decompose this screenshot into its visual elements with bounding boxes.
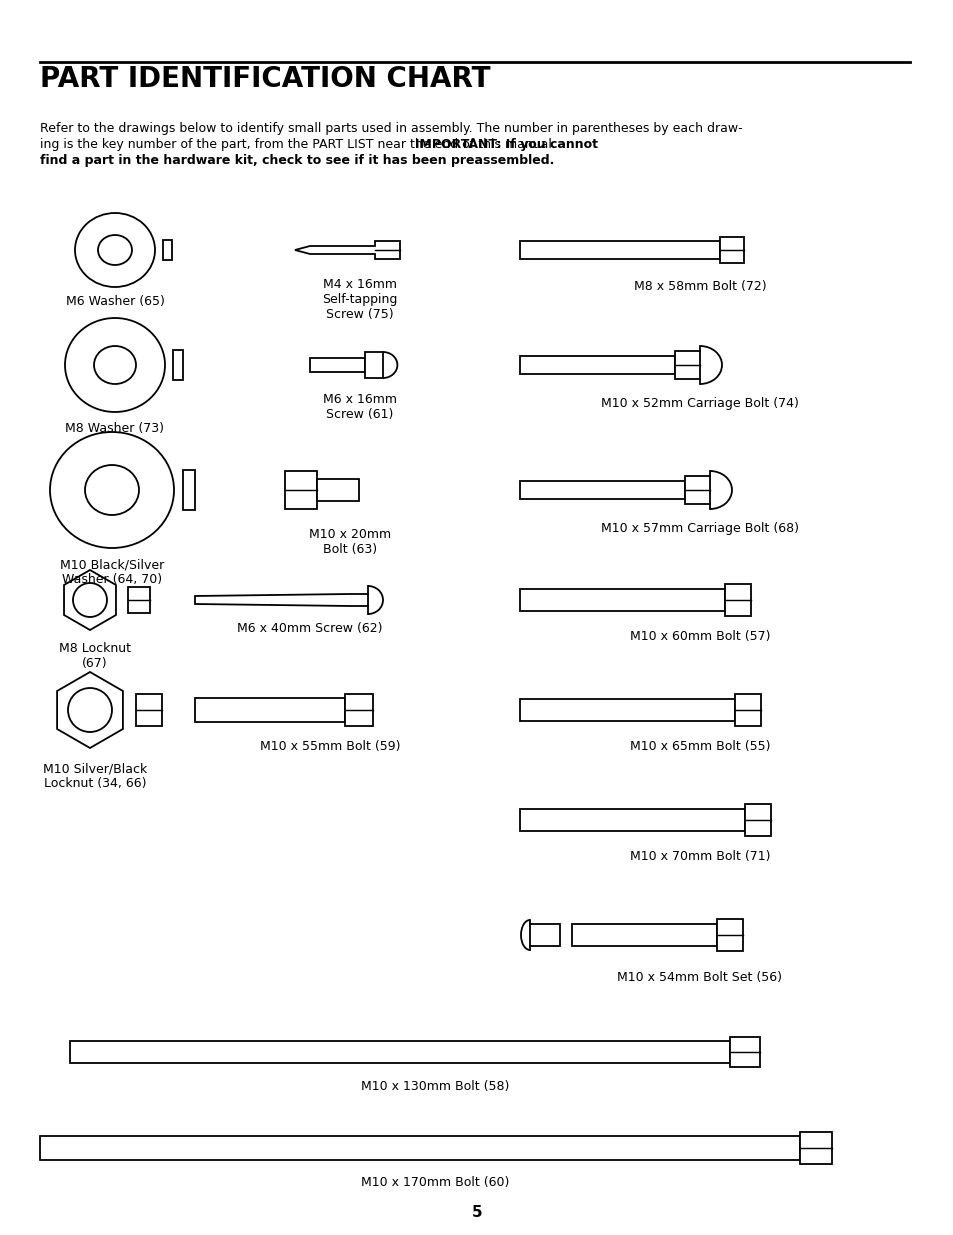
Bar: [744, 804, 770, 836]
Bar: [519, 699, 734, 721]
Text: M10 x 65mm Bolt (55): M10 x 65mm Bolt (55): [629, 740, 769, 753]
Text: M10 x 130mm Bolt (58): M10 x 130mm Bolt (58): [360, 1079, 509, 1093]
Bar: [519, 589, 724, 611]
Bar: [183, 471, 194, 510]
Text: M10 Black/Silver
Washer (64, 70): M10 Black/Silver Washer (64, 70): [60, 558, 164, 585]
Polygon shape: [294, 241, 399, 259]
Bar: [734, 694, 760, 726]
Text: M8 x 58mm Bolt (72): M8 x 58mm Bolt (72): [633, 280, 765, 293]
Text: M10 x 170mm Bolt (60): M10 x 170mm Bolt (60): [360, 1176, 509, 1189]
Bar: [316, 479, 358, 501]
Circle shape: [68, 688, 112, 732]
Text: Refer to the drawings below to identify small parts used in assembly. The number: Refer to the drawings below to identify …: [40, 122, 741, 135]
Bar: [519, 241, 720, 259]
Text: M10 x 20mm
Bolt (63): M10 x 20mm Bolt (63): [309, 529, 391, 556]
Bar: [172, 350, 183, 380]
Text: M8 Locknut
(67): M8 Locknut (67): [59, 642, 131, 671]
Text: M6 Washer (65): M6 Washer (65): [66, 295, 164, 308]
Ellipse shape: [98, 235, 132, 266]
Text: M10 Silver/Black
Locknut (34, 66): M10 Silver/Black Locknut (34, 66): [43, 762, 147, 790]
Text: M10 x 52mm Carriage Bolt (74): M10 x 52mm Carriage Bolt (74): [600, 396, 798, 410]
Text: PART IDENTIFICATION CHART: PART IDENTIFICATION CHART: [40, 65, 490, 93]
Bar: [724, 584, 750, 616]
Ellipse shape: [65, 317, 165, 412]
Polygon shape: [64, 571, 116, 630]
Text: M10 x 55mm Bolt (59): M10 x 55mm Bolt (59): [259, 740, 400, 753]
Bar: [136, 694, 162, 726]
Bar: [70, 1041, 729, 1063]
Bar: [194, 698, 345, 722]
Ellipse shape: [85, 466, 139, 515]
Bar: [519, 809, 744, 831]
Ellipse shape: [94, 346, 136, 384]
Text: find a part in the hardware kit, check to see if it has been preassembled.: find a part in the hardware kit, check t…: [40, 154, 554, 167]
Bar: [163, 240, 172, 261]
Text: M10 x 60mm Bolt (57): M10 x 60mm Bolt (57): [629, 630, 769, 643]
Bar: [285, 471, 316, 509]
Bar: [365, 352, 382, 378]
Bar: [717, 919, 742, 951]
Bar: [345, 694, 373, 726]
Bar: [800, 1132, 831, 1165]
Text: M10 x 54mm Bolt Set (56): M10 x 54mm Bolt Set (56): [617, 971, 781, 984]
Text: IMPORTANT: If you cannot: IMPORTANT: If you cannot: [415, 138, 598, 151]
Text: M6 x 16mm
Screw (61): M6 x 16mm Screw (61): [323, 393, 396, 421]
Bar: [519, 356, 675, 374]
Text: M6 x 40mm Screw (62): M6 x 40mm Screw (62): [237, 622, 382, 635]
Bar: [519, 480, 684, 499]
Bar: [684, 475, 709, 504]
Bar: [572, 924, 717, 946]
Bar: [530, 924, 559, 946]
Text: M10 x 57mm Carriage Bolt (68): M10 x 57mm Carriage Bolt (68): [600, 522, 799, 535]
Bar: [729, 1037, 760, 1067]
Bar: [720, 237, 743, 263]
Bar: [675, 351, 700, 379]
Bar: [40, 1136, 800, 1160]
Ellipse shape: [75, 212, 154, 287]
Text: M10 x 70mm Bolt (71): M10 x 70mm Bolt (71): [629, 850, 769, 863]
Bar: [310, 358, 365, 372]
Polygon shape: [57, 672, 123, 748]
Text: M8 Washer (73): M8 Washer (73): [66, 422, 164, 435]
Text: M4 x 16mm
Self-tapping
Screw (75): M4 x 16mm Self-tapping Screw (75): [322, 278, 397, 321]
Bar: [128, 587, 150, 613]
Ellipse shape: [50, 432, 173, 548]
Circle shape: [73, 583, 107, 618]
Polygon shape: [194, 594, 368, 606]
Text: 5: 5: [471, 1205, 482, 1220]
Text: ing is the key number of the part, from the PART LIST near the end of this manua: ing is the key number of the part, from …: [40, 138, 559, 151]
